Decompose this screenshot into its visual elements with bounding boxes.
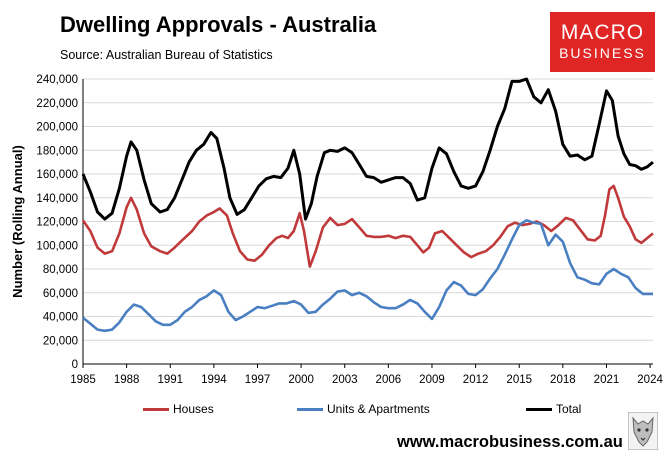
series-line-total: [81, 77, 654, 221]
wolf-head-icon: [628, 412, 658, 450]
x-tick-label: 2003: [332, 374, 358, 386]
y-tick-label: 180,000: [36, 145, 78, 157]
x-tick-label: 2024: [637, 374, 663, 386]
x-tick-label: 1985: [70, 374, 96, 386]
y-tick-label: 200,000: [36, 122, 78, 134]
y-tick-label: 160,000: [36, 169, 78, 181]
legend-item-units: Units & Apartments: [297, 402, 430, 416]
y-tick-label: 40,000: [43, 312, 78, 324]
logo-line-2: BUSINESS: [559, 45, 646, 61]
y-tick-label: 80,000: [43, 264, 78, 276]
chart-title: Dwelling Approvals - Australia: [60, 12, 377, 37]
y-tick-label: 20,000: [43, 335, 78, 347]
x-tick-label: 1991: [157, 374, 183, 386]
footer-url: www.macrobusiness.com.au: [397, 433, 623, 451]
series-line-units-apartments: [82, 219, 653, 333]
macrobusiness-logo: MACRO BUSINESS: [550, 12, 655, 72]
series-line-houses: [81, 184, 654, 268]
chart-source: Source: Australian Bureau of Statistics: [60, 48, 273, 62]
legend-swatch-total: [526, 407, 552, 411]
y-tick-label: 60,000: [43, 288, 78, 300]
legend-label-houses: Houses: [173, 402, 214, 416]
x-tick-label: 1988: [114, 374, 140, 386]
legend-label-total: Total: [556, 402, 582, 416]
y-tick-label: 220,000: [36, 98, 78, 110]
y-tick-label: 100,000: [36, 240, 78, 252]
x-tick-label: 2012: [463, 374, 489, 386]
y-tick-label: 240,000: [36, 74, 78, 86]
line-chart: 0 20,000 40,000 60,000 80,000 100,000 120,000 1…: [10, 74, 663, 386]
x-tick-label: 2009: [419, 374, 445, 386]
x-tick-label: 1997: [245, 374, 271, 386]
x-tick-label: 2018: [550, 374, 576, 386]
y-axis-title: Number (Rolling Annual): [10, 145, 25, 298]
y-tick-label: 0: [72, 359, 78, 371]
y-tick-label: 140,000: [36, 193, 78, 205]
legend-swatch-houses: [143, 407, 169, 411]
x-tick-label: 2006: [376, 374, 402, 386]
x-tick-label: 2015: [506, 374, 532, 386]
legend-item-total: Total: [526, 402, 581, 416]
x-tick-label: 2021: [594, 374, 620, 386]
legend-item-houses: Houses: [143, 402, 214, 416]
legend-label-units: Units & Apartments: [327, 402, 430, 416]
logo-line-1: MACRO: [560, 21, 645, 44]
legend-swatch-units: [297, 407, 323, 411]
x-tick-label: 2000: [288, 374, 314, 386]
x-tick-label: 1994: [201, 374, 227, 386]
y-tick-label: 120,000: [36, 217, 78, 229]
